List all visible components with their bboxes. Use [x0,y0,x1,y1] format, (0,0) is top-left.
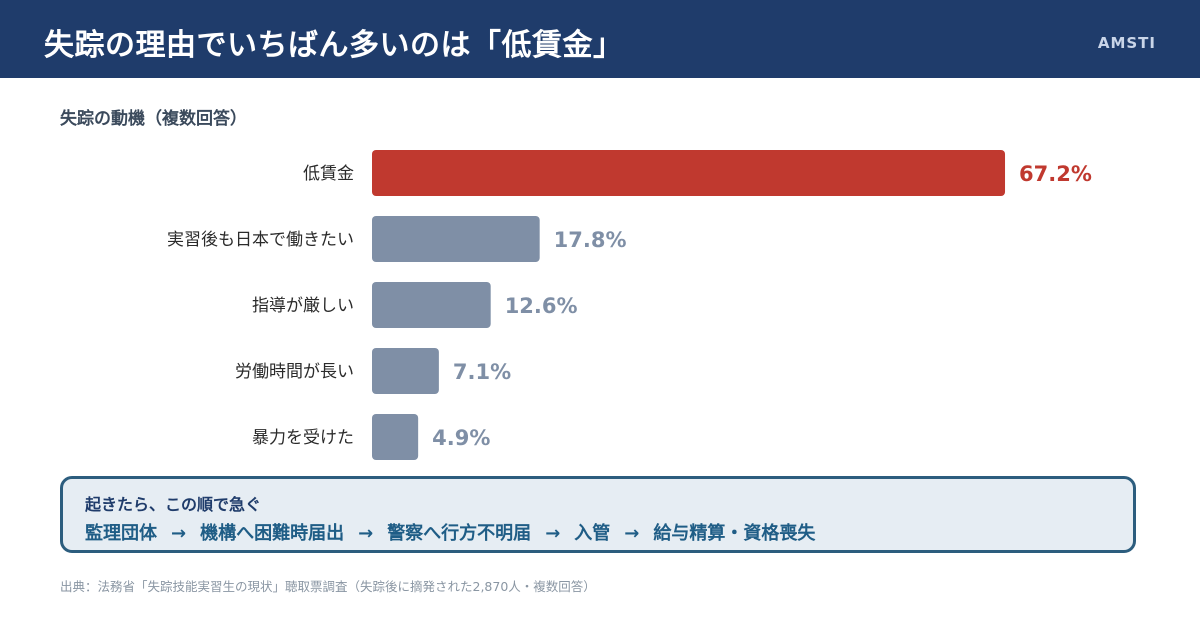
source-footnote: 出典：法務省「失踪技能実習生の現状」聴取票調査（失踪後に摘発された2,870人・… [60,579,596,594]
value-label: 4.9% [432,426,490,450]
response-flow-box: 起きたら、この順で急ぐ 監理団体 → 機構へ困難時届出 → 警察へ行方不明届 → 入管 → 給与… [60,476,1136,553]
category-label: 低賃金 [303,164,354,184]
flow-step: 機構へ困難時届出 [200,523,345,544]
category-label: 実習後も日本で働きたい [167,230,354,250]
brand-logo-text: AMSTI [1097,34,1156,52]
page-title: 失踪の理由でいちばん多いのは「低賃金」 [44,28,624,63]
bar [372,216,540,262]
header-bar: 失踪の理由でいちばん多いのは「低賃金」 AMSTI [0,0,1200,78]
flow-steps: 監理団体 → 機構へ困難時届出 → 警察へ行方不明届 → 入管 → 給与精算・資格喪失 [85,519,815,545]
flow-step: 給与精算・資格喪失 [653,523,816,544]
arrow-right-icon: → [171,523,187,544]
bar [372,348,439,394]
value-label: 17.8% [554,228,627,252]
arrow-right-icon: → [358,523,374,544]
category-label: 暴力を受けた [252,428,354,448]
arrow-right-icon: → [545,523,561,544]
bar-chart: 低賃金 67.2% 実習後も日本で働きたい 17.8% 指導が厳しい 12.6% 労働時間が… [167,150,1092,460]
category-label: 労働時間が長い [235,362,354,382]
flow-heading: 起きたら、この順で急ぐ [85,495,262,514]
value-label: 12.6% [505,294,578,318]
value-label: 67.2% [1019,162,1092,186]
value-label: 7.1% [453,360,511,384]
bar [372,414,419,460]
flow-step: 入管 [574,523,611,544]
flow-step: 監理団体 [85,523,157,544]
arrow-right-icon: → [624,523,640,544]
chart-title: 失踪の動機（複数回答） [60,109,247,129]
bar [372,150,1006,196]
bar [372,282,491,328]
category-label: 指導が厳しい [252,296,354,316]
flow-step: 警察へ行方不明届 [387,523,532,544]
